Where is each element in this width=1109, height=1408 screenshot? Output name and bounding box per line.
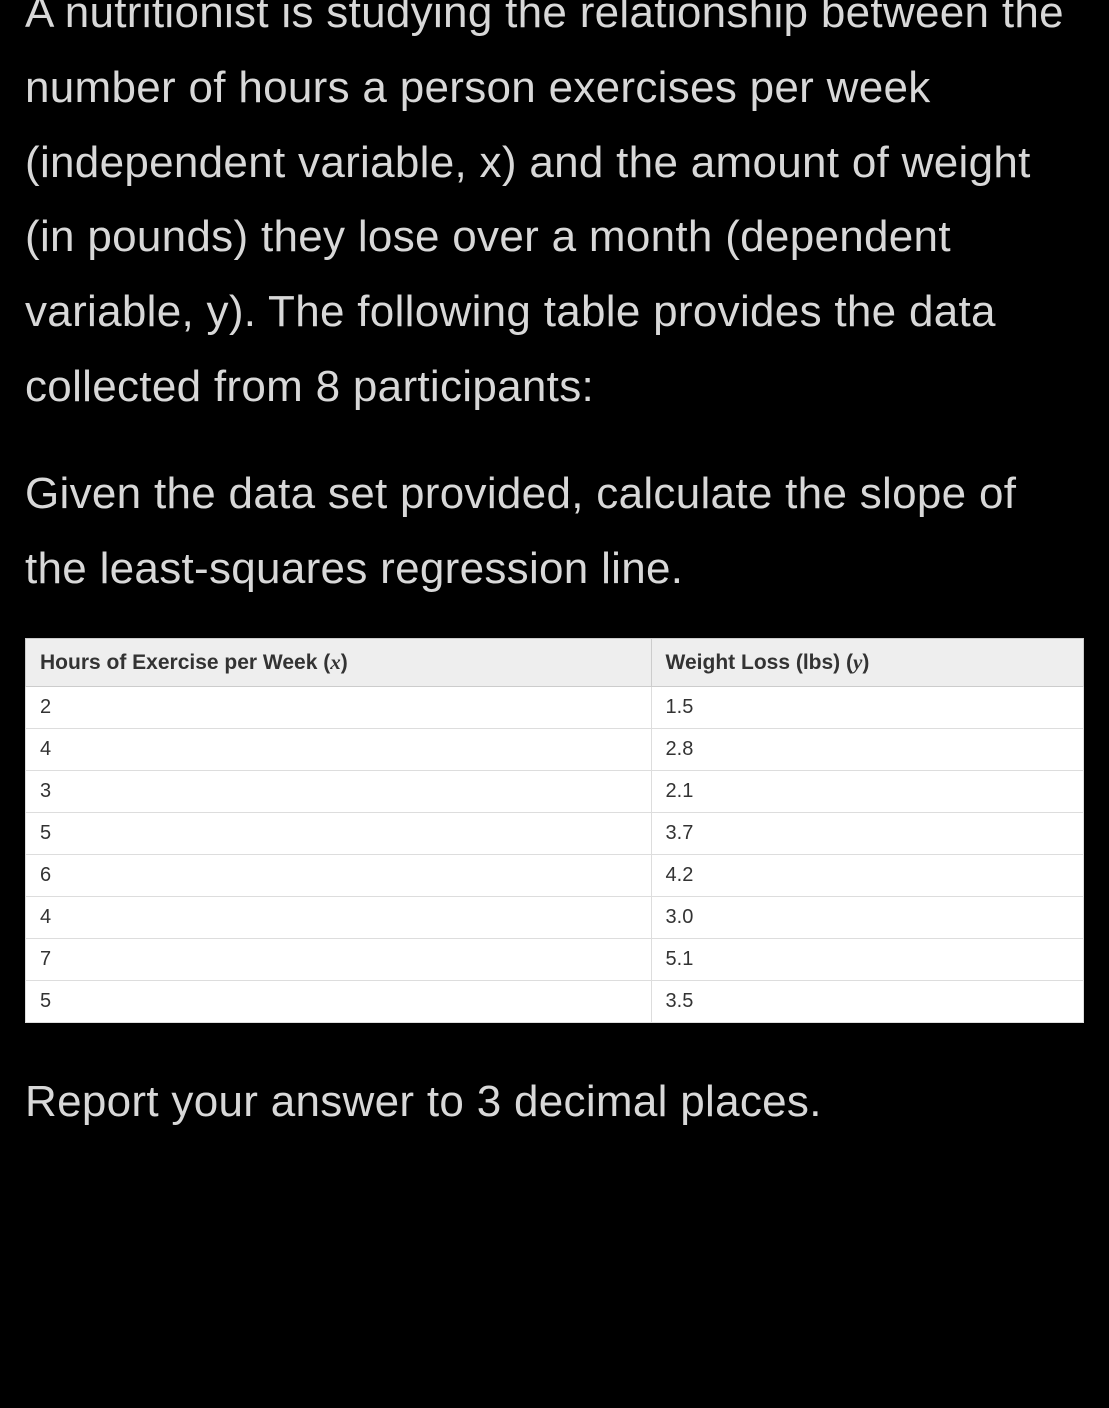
table-row: 4 3.0 bbox=[26, 897, 1084, 939]
table-row: 6 4.2 bbox=[26, 855, 1084, 897]
cell-y: 2.1 bbox=[651, 771, 1083, 813]
instructions-paragraph: Report your answer to 3 decimal places. bbox=[25, 1065, 1084, 1140]
cell-x: 4 bbox=[26, 897, 652, 939]
cell-y: 3.7 bbox=[651, 813, 1083, 855]
cell-x: 4 bbox=[26, 729, 652, 771]
problem-description-paragraph-2: Given the data set provided, calculate t… bbox=[25, 457, 1084, 607]
cell-x: 5 bbox=[26, 813, 652, 855]
cell-y: 3.5 bbox=[651, 981, 1083, 1023]
header-x-var: x bbox=[330, 650, 341, 674]
table-row: 2 1.5 bbox=[26, 687, 1084, 729]
header-y-suffix: ) bbox=[862, 651, 869, 674]
header-y-var: y bbox=[853, 650, 862, 674]
cell-x: 5 bbox=[26, 981, 652, 1023]
table-row: 7 5.1 bbox=[26, 939, 1084, 981]
problem-description-paragraph-1: A nutritionist is studying the relations… bbox=[25, 0, 1084, 425]
cell-y: 3.0 bbox=[651, 897, 1083, 939]
table-header-x: Hours of Exercise per Week (x) bbox=[26, 639, 652, 687]
header-y-prefix: Weight Loss (lbs) ( bbox=[666, 651, 853, 674]
table-row: 5 3.5 bbox=[26, 981, 1084, 1023]
table-body: 2 1.5 4 2.8 3 2.1 5 3.7 6 4.2 4 3.0 7 5.… bbox=[26, 687, 1084, 1023]
header-x-suffix: ) bbox=[341, 651, 348, 674]
cell-x: 6 bbox=[26, 855, 652, 897]
cell-x: 7 bbox=[26, 939, 652, 981]
table-header-row: Hours of Exercise per Week (x) Weight Lo… bbox=[26, 639, 1084, 687]
cell-y: 2.8 bbox=[651, 729, 1083, 771]
table-row: 4 2.8 bbox=[26, 729, 1084, 771]
data-table: Hours of Exercise per Week (x) Weight Lo… bbox=[25, 638, 1084, 1023]
cell-y: 5.1 bbox=[651, 939, 1083, 981]
cell-y: 4.2 bbox=[651, 855, 1083, 897]
table-header-y: Weight Loss (lbs) (y) bbox=[651, 639, 1083, 687]
table-row: 5 3.7 bbox=[26, 813, 1084, 855]
cell-x: 2 bbox=[26, 687, 652, 729]
table-row: 3 2.1 bbox=[26, 771, 1084, 813]
cell-y: 1.5 bbox=[651, 687, 1083, 729]
cell-x: 3 bbox=[26, 771, 652, 813]
header-x-prefix: Hours of Exercise per Week ( bbox=[40, 651, 330, 674]
